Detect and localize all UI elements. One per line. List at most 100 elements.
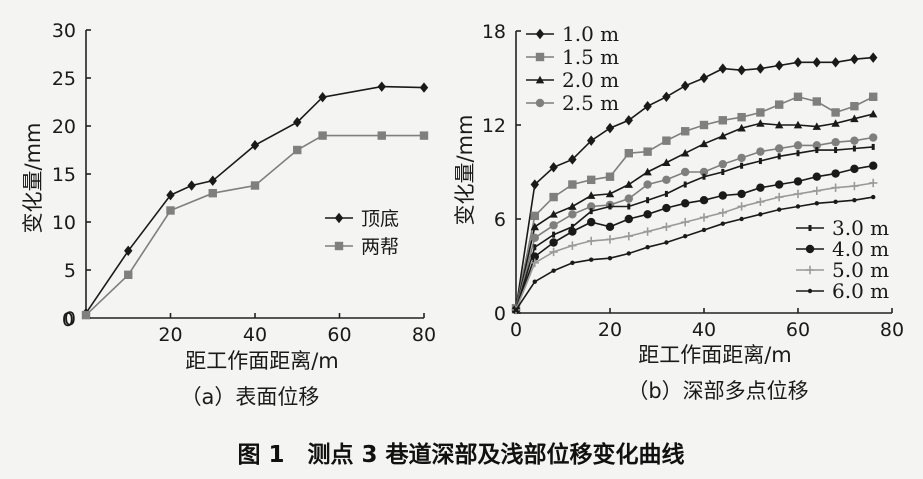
y-tick-label: 25 (52, 68, 76, 90)
data-point-5 (587, 217, 596, 227)
y-tick-label: 12 (482, 115, 506, 137)
data-point-0 (124, 245, 133, 256)
data-point-7 (589, 257, 594, 262)
series-line-0 (85, 85, 425, 314)
legend-marker (807, 288, 813, 294)
data-point-3 (549, 221, 558, 230)
figure-caption: 图 1 测点 3 巷道深部及浅部位移变化曲线 (237, 441, 684, 468)
data-point-0 (419, 82, 429, 93)
chart-panel-b: 0 6 12 18 0 20 40 60 80 距工作面距离/m 变化量/mm （b）深部多点位移 1.… (453, 21, 904, 403)
data-point-5 (775, 180, 784, 189)
y-axis-title: 变化量/mm (21, 123, 45, 234)
data-point-7 (683, 234, 688, 239)
data-point-6 (643, 227, 652, 236)
data-point-7 (701, 227, 707, 233)
data-point-6 (737, 202, 746, 211)
data-point-4 (740, 162, 744, 169)
data-point-1 (812, 97, 821, 106)
data-point-7 (664, 240, 669, 245)
data-point-4 (683, 181, 687, 188)
data-point-4 (796, 150, 800, 157)
data-point-5 (568, 227, 577, 236)
legend-marker (334, 241, 344, 251)
y-axis-title: 变化量/mm (453, 115, 477, 226)
data-point-4 (871, 143, 875, 150)
data-point-4 (664, 190, 668, 197)
data-point-0 (166, 189, 175, 201)
data-point-6 (624, 232, 633, 241)
x-axis-title: 距工作面距离/m (638, 343, 792, 367)
data-point-2 (662, 158, 671, 166)
data-point-6 (587, 236, 596, 246)
data-point-1 (318, 131, 327, 140)
x-tick-label: 20 (158, 324, 182, 346)
data-point-4 (646, 197, 650, 204)
data-point-0 (377, 81, 386, 92)
data-point-7 (513, 307, 519, 313)
legend-label: 6.0 m (832, 279, 889, 303)
data-point-2 (869, 109, 878, 118)
data-point-5 (718, 191, 727, 200)
data-point-7 (739, 216, 744, 222)
data-point-5 (530, 252, 539, 261)
data-point-3 (662, 175, 671, 185)
data-point-2 (793, 120, 803, 129)
data-point-1 (869, 92, 878, 101)
data-point-4 (702, 173, 706, 180)
data-point-1 (793, 92, 803, 101)
data-point-1 (850, 102, 859, 111)
y-tick-label: 15 (52, 164, 76, 186)
data-point-5 (624, 214, 633, 224)
legend-marker (535, 75, 545, 84)
data-point-2 (681, 149, 690, 157)
data-point-1 (81, 310, 91, 320)
legend-marker (334, 212, 344, 224)
data-point-7 (758, 212, 763, 217)
x-tick-label: 60 (786, 319, 810, 341)
data-point-6 (549, 247, 558, 257)
data-point-7 (645, 245, 650, 250)
data-point-5 (756, 183, 765, 192)
data-point-6 (530, 258, 539, 268)
data-point-2 (624, 180, 633, 188)
x-tick-label: 80 (412, 324, 436, 346)
data-point-2 (530, 222, 539, 231)
data-point-5 (699, 196, 709, 205)
x-tick-label: 80 (880, 319, 904, 341)
data-point-5 (662, 203, 671, 213)
data-point-7 (532, 279, 537, 284)
data-point-4 (552, 231, 556, 238)
data-point-5 (850, 164, 859, 174)
data-point-0 (250, 140, 260, 151)
data-point-3 (699, 167, 709, 177)
x-tick-label: 60 (327, 324, 351, 346)
data-point-3 (530, 233, 539, 242)
legend-marker (805, 244, 815, 254)
legend-label: 2.0 m (562, 68, 619, 92)
data-point-3 (831, 138, 840, 147)
data-point-6 (850, 181, 859, 191)
data-point-1 (568, 180, 577, 189)
legend-label: 1.5 m (562, 45, 619, 69)
data-point-1 (250, 181, 260, 190)
data-point-1 (605, 172, 615, 181)
data-point-4 (777, 153, 781, 160)
data-point-2 (718, 131, 727, 140)
data-point-0 (681, 80, 690, 92)
data-point-0 (568, 154, 577, 165)
data-point-6 (718, 208, 727, 217)
data-point-3 (737, 153, 746, 163)
data-point-3 (775, 144, 784, 153)
data-point-1 (681, 127, 690, 136)
data-point-0 (530, 179, 539, 190)
data-point-0 (643, 101, 652, 112)
data-point-7 (551, 268, 556, 273)
x-tick-label: 0 (510, 319, 522, 341)
data-point-6 (775, 192, 784, 202)
data-point-7 (570, 260, 575, 266)
data-point-4 (721, 169, 725, 175)
data-point-0 (208, 175, 217, 186)
data-point-6 (869, 178, 878, 188)
data-point-2 (568, 202, 577, 210)
